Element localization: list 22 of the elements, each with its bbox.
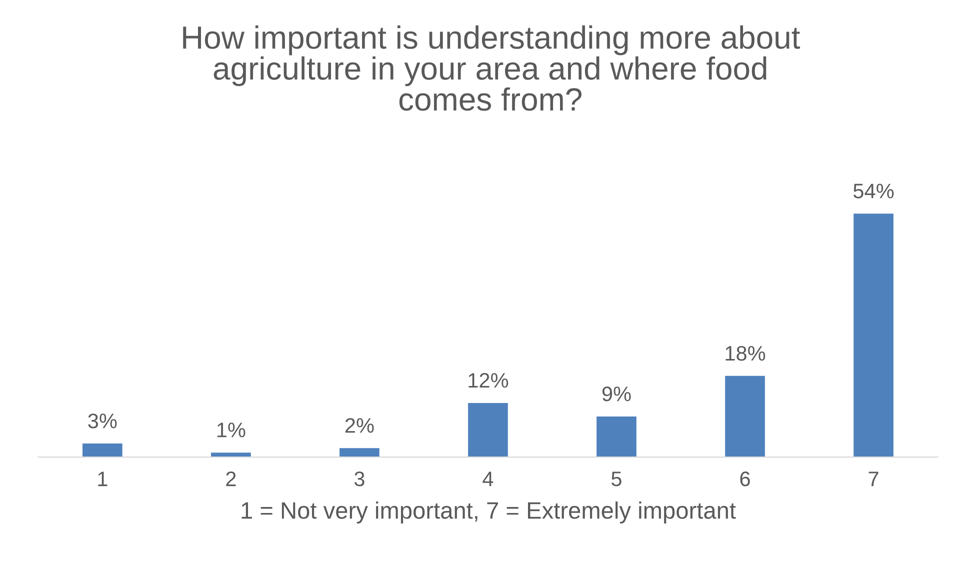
data-label: 1%: [217, 422, 246, 438]
x-tick-label: 5: [612, 472, 622, 486]
bar: [725, 376, 765, 458]
data-label: 9%: [602, 386, 631, 402]
x-tick-label: 7: [868, 472, 878, 486]
data-label: 12%: [468, 373, 508, 388]
data-label: 2%: [345, 418, 374, 433]
bar: [82, 444, 122, 458]
x-tick-label: 2: [226, 472, 236, 486]
data-label: 18%: [726, 346, 766, 361]
x-tick-label: 4: [482, 472, 494, 486]
data-label: 3%: [88, 414, 117, 428]
bar: [468, 402, 508, 458]
data-label: 54%: [854, 184, 894, 198]
bar: [596, 416, 636, 458]
x-tick-label: 3: [354, 472, 364, 486]
bar: [854, 214, 894, 458]
bar: [340, 448, 380, 458]
x-tick-label: 1: [98, 472, 108, 486]
chart-title: How important is understanding more about agriculture in your area and where food comes from?: [183, 25, 800, 111]
x-tick-label: 6: [740, 472, 750, 486]
x-axis-title: 1 = Not very important, 7 = Extremely important: [242, 502, 736, 524]
